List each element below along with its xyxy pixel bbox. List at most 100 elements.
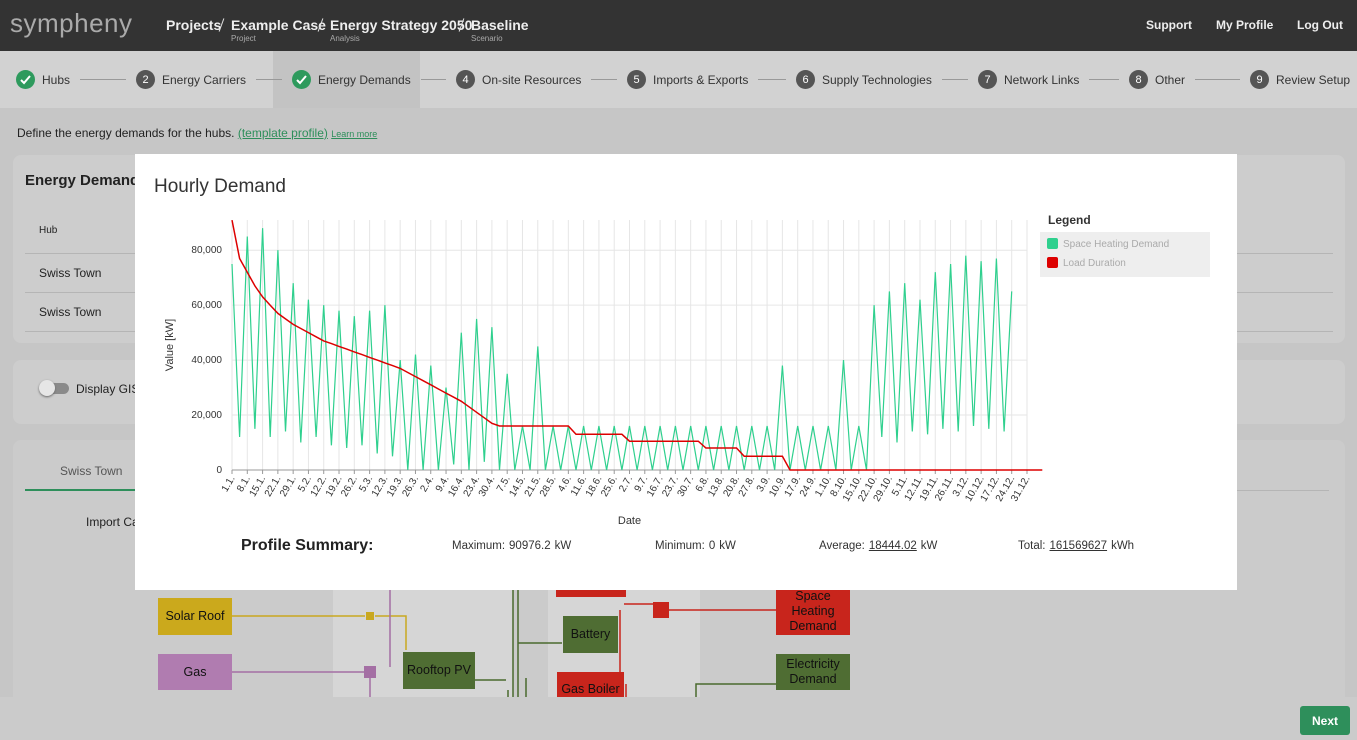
breadcrumb[interactable]: Baseline Scenario	[471, 17, 529, 43]
y-tick-label: 40,000	[191, 355, 222, 366]
breadcrumb-label: Energy Strategy 2050	[330, 17, 473, 33]
y-tick-label: 80,000	[191, 245, 222, 256]
breadcrumb-label: Projects	[166, 17, 222, 33]
summary-unit: kW	[719, 540, 736, 552]
step-icon: 6	[796, 70, 815, 89]
summary-unit: kW	[554, 540, 572, 552]
step[interactable]: 8 Other	[1129, 51, 1185, 108]
nav-link[interactable]: My Profile	[1216, 18, 1274, 32]
legend-box	[1040, 232, 1210, 277]
node[interactable]: Battery	[563, 616, 618, 653]
summary-value: 161569627	[1049, 540, 1108, 552]
tab[interactable]: Swiss Town	[60, 464, 123, 478]
x-tick-label: 26.2.	[339, 474, 360, 499]
node[interactable]: Electricity Demand	[776, 654, 850, 690]
step-label: Imports & Exports	[653, 72, 749, 87]
summary-label: Average:	[819, 540, 865, 552]
node[interactable]: Rooftop PV	[403, 652, 475, 689]
step[interactable]: 7 Network Links	[978, 51, 1079, 108]
x-tick-label: 28.5.	[538, 474, 559, 499]
header: sympheny Projects Example Case Project Ener…	[0, 0, 1357, 51]
breadcrumb[interactable]: Energy Strategy 2050 Analysis	[330, 17, 473, 43]
summary-item: Average: 18444.02 kW	[819, 540, 937, 552]
connector	[1089, 79, 1119, 80]
step-icon	[16, 70, 35, 89]
step-label: On-site Resources	[482, 72, 582, 87]
legend-swatch[interactable]	[1047, 257, 1058, 268]
summary-item: Minimum: 0 kW	[655, 540, 736, 552]
chart: 020,00040,00060,00080,0001.1.8.1.15.1.22…	[164, 213, 1210, 527]
legend-title: Legend	[1048, 213, 1091, 227]
breadcrumb-sub: Project	[231, 34, 256, 43]
step-label: Network Links	[1004, 72, 1080, 87]
step[interactable]: Energy Demands	[292, 51, 411, 108]
summary-unit: kWh	[1111, 540, 1135, 552]
step[interactable]: 4 On-site Resources	[456, 51, 581, 108]
step-label: Energy Carriers	[162, 72, 247, 87]
step[interactable]: Hubs	[16, 51, 70, 108]
breadcrumb-sub: Analysis	[330, 34, 360, 43]
step-icon: 5	[627, 70, 646, 89]
import-label: Import Ca	[86, 515, 139, 529]
intro-text: Define the energy demands for the hubs.	[17, 126, 235, 140]
summary-label: Maximum:	[452, 540, 506, 552]
y-tick-label: 0	[216, 465, 222, 476]
x-tick-label: 26.3.	[400, 474, 421, 499]
summary-label: Minimum:	[655, 540, 705, 552]
step-icon: 9	[1250, 70, 1269, 89]
nav-link[interactable]: Log Out	[1297, 18, 1343, 32]
summary-value: 18444.02	[868, 540, 917, 552]
toggle[interactable]	[41, 383, 69, 394]
breadcrumb[interactable]: Projects	[166, 17, 221, 33]
connector	[1195, 79, 1240, 80]
x-tick-label: 29.1.	[278, 474, 299, 499]
connector	[758, 79, 786, 80]
legend-swatch[interactable]	[1047, 238, 1058, 249]
connector	[591, 79, 617, 80]
breadcrumb-sub: Scenario	[471, 34, 503, 43]
hub-cell: Swiss Town	[39, 266, 102, 280]
breadcrumb[interactable]: Example Case Project	[231, 17, 326, 43]
x-tick-label: 30.4.	[477, 474, 498, 499]
series-line	[231, 219, 1043, 471]
step[interactable]: 2 Energy Carriers	[136, 51, 246, 108]
step[interactable]: 6 Supply Technologies	[796, 51, 932, 108]
hub-cell: Swiss Town	[39, 305, 102, 319]
legend-label: Space Heating Demand	[1063, 239, 1169, 250]
connector	[421, 79, 446, 80]
connector	[80, 79, 126, 80]
connector	[942, 79, 968, 80]
legend-label: Load Duration	[1063, 258, 1126, 269]
step[interactable]: 9 Review Setup	[1250, 51, 1350, 108]
node[interactable]: Gas	[158, 654, 232, 690]
step-icon: 8	[1129, 70, 1148, 89]
summary-unit: kW	[920, 540, 938, 552]
y-axis-label: Value [kW]	[164, 319, 176, 371]
table-header: Hub	[39, 225, 58, 236]
logo[interactable]: sympheny	[10, 8, 133, 38]
template-link[interactable]: (template profile)	[237, 126, 328, 140]
next-button[interactable]: Next	[1300, 706, 1350, 735]
y-tick-label: 20,000	[191, 410, 222, 421]
step-label: Energy Demands	[318, 72, 411, 87]
breadcrumb-label: Example Case	[231, 17, 326, 33]
card-title: Energy Demand	[25, 172, 140, 189]
summary-item: Total: 161569627 kWh	[1018, 540, 1134, 552]
footer: Next	[0, 697, 1357, 740]
summary-label: Total:	[1018, 540, 1046, 552]
node[interactable]: Gas Boiler	[557, 672, 624, 697]
node[interactable]: Space Heating Demand	[776, 588, 850, 635]
step-label: Review Setup	[1276, 72, 1351, 87]
learn-more[interactable]: Learn more	[331, 129, 378, 139]
node[interactable]: Solar Roof	[158, 598, 232, 635]
toggle-label: Display GIS	[76, 382, 140, 396]
nav-link[interactable]: Support	[1146, 18, 1192, 32]
summary-title: Profile Summary:	[241, 537, 374, 554]
summary-item: Maximum: 90976.2 kW	[452, 540, 571, 552]
series-line	[231, 228, 1013, 471]
step-icon	[292, 70, 311, 89]
step[interactable]: 5 Imports & Exports	[627, 51, 748, 108]
modal-title: Hourly Demand	[154, 176, 286, 197]
step-icon: 7	[978, 70, 997, 89]
